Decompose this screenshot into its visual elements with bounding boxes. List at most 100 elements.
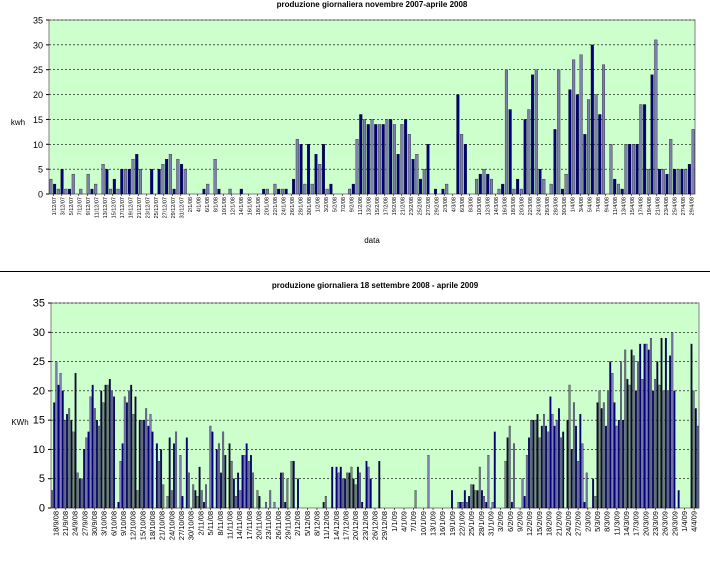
x-tick-label: 11/4/08 xyxy=(613,197,619,215)
x-tick-label: 19/4/08 xyxy=(647,197,653,215)
x-tick-label: 23/2/08 xyxy=(409,197,415,215)
bar xyxy=(135,154,139,195)
bar xyxy=(273,183,277,195)
bar xyxy=(534,419,537,509)
x-tick-label: 25/12/07 xyxy=(154,197,160,218)
x-tick-label: 22/1/08 xyxy=(273,197,279,215)
bar xyxy=(149,414,152,509)
bar xyxy=(59,373,62,509)
x-tick-label: 25/4/08 xyxy=(672,197,678,215)
bar xyxy=(51,490,53,509)
chart-1: produzione giornaliera novembre 2007-apr… xyxy=(11,0,696,245)
x-tick-label: 13/1/09 xyxy=(429,511,438,536)
bar xyxy=(352,478,355,509)
x-tick-label: 6/2/09 xyxy=(506,511,515,532)
bar xyxy=(262,188,266,195)
bar xyxy=(647,349,650,509)
bar xyxy=(568,89,572,195)
x-tick-label: 9/4/08 xyxy=(604,197,610,212)
y-tick-label: 10 xyxy=(33,444,45,456)
x-tick-label: 6/1/08 xyxy=(205,197,211,212)
bar xyxy=(74,373,77,509)
bar xyxy=(168,437,171,509)
bar xyxy=(150,168,154,195)
bar xyxy=(662,390,665,509)
bar xyxy=(354,484,357,509)
x-tick-label: 6/10/08 xyxy=(109,511,118,536)
bar xyxy=(232,478,235,509)
bar xyxy=(61,390,64,509)
x-tick-label: 18/1/08 xyxy=(256,197,262,215)
bar xyxy=(102,402,105,509)
x-tick-label: 21/4/08 xyxy=(655,197,661,215)
bar xyxy=(290,460,293,509)
x-tick-label: 16/1/09 xyxy=(438,511,447,536)
x-tick-label: 12/10/08 xyxy=(129,511,138,540)
bar xyxy=(350,466,353,509)
bar xyxy=(692,390,695,509)
x-tick-label: 7/12/07 xyxy=(77,197,83,215)
x-tick-label: 26/3/08 xyxy=(545,197,551,215)
x-tick-label: 2/11/08 xyxy=(196,511,205,535)
bar xyxy=(166,496,169,509)
bar xyxy=(620,188,624,195)
bar xyxy=(527,109,531,195)
bar xyxy=(481,490,483,509)
x-tick-label: 13/4/08 xyxy=(621,197,627,215)
chart-2: produzione giornaliera 18 settembre 2008… xyxy=(11,281,700,540)
bar xyxy=(292,178,296,195)
x-tick-label: 2/1/08 xyxy=(188,197,194,212)
x-tick-label: 12/3/08 xyxy=(485,197,491,215)
bar xyxy=(583,501,586,509)
bar xyxy=(220,472,222,509)
bar xyxy=(658,384,661,509)
bar xyxy=(628,144,632,195)
bar xyxy=(348,472,351,509)
bar xyxy=(292,460,295,509)
bar xyxy=(635,144,639,195)
bar xyxy=(501,183,505,195)
bar xyxy=(96,419,98,509)
bar xyxy=(549,183,553,195)
bar xyxy=(611,373,614,509)
x-tick-label: 30/3/08 xyxy=(562,197,568,215)
x-tick-label: 10/1/09 xyxy=(419,511,428,536)
bar xyxy=(172,188,176,195)
bar xyxy=(370,119,374,195)
bar xyxy=(536,414,539,509)
bar xyxy=(609,144,613,195)
x-tick-label: 24/10/08 xyxy=(167,511,176,540)
bar xyxy=(158,460,160,509)
x-tick-label: 2/3/08 xyxy=(443,197,449,212)
bar xyxy=(506,437,509,509)
bar xyxy=(93,408,96,509)
bar xyxy=(667,390,669,509)
x-tick-label: 11/12/07 xyxy=(94,197,100,218)
x-tick-label: 13/12/07 xyxy=(103,197,109,218)
bar xyxy=(72,431,75,509)
bar xyxy=(587,99,591,195)
bar xyxy=(68,408,71,509)
bar xyxy=(513,443,515,509)
bar xyxy=(181,496,184,509)
bar xyxy=(553,425,556,509)
bar xyxy=(217,188,221,195)
bar xyxy=(121,443,124,509)
bar xyxy=(369,478,372,509)
x-tick-label: 26/11/08 xyxy=(274,511,283,540)
bar xyxy=(602,402,605,509)
bar xyxy=(188,472,190,509)
x-tick-label: 15/2/08 xyxy=(375,197,381,215)
bar xyxy=(348,188,352,195)
bar xyxy=(318,164,322,195)
bar xyxy=(615,425,618,509)
bar xyxy=(194,490,197,509)
x-tick-label: 8/3/09 xyxy=(603,511,612,532)
x-tick-label: 22/1/09 xyxy=(458,511,467,536)
bar xyxy=(282,472,284,509)
bar xyxy=(654,378,657,509)
bar xyxy=(138,168,142,195)
bar xyxy=(671,332,674,509)
bar xyxy=(56,188,60,195)
